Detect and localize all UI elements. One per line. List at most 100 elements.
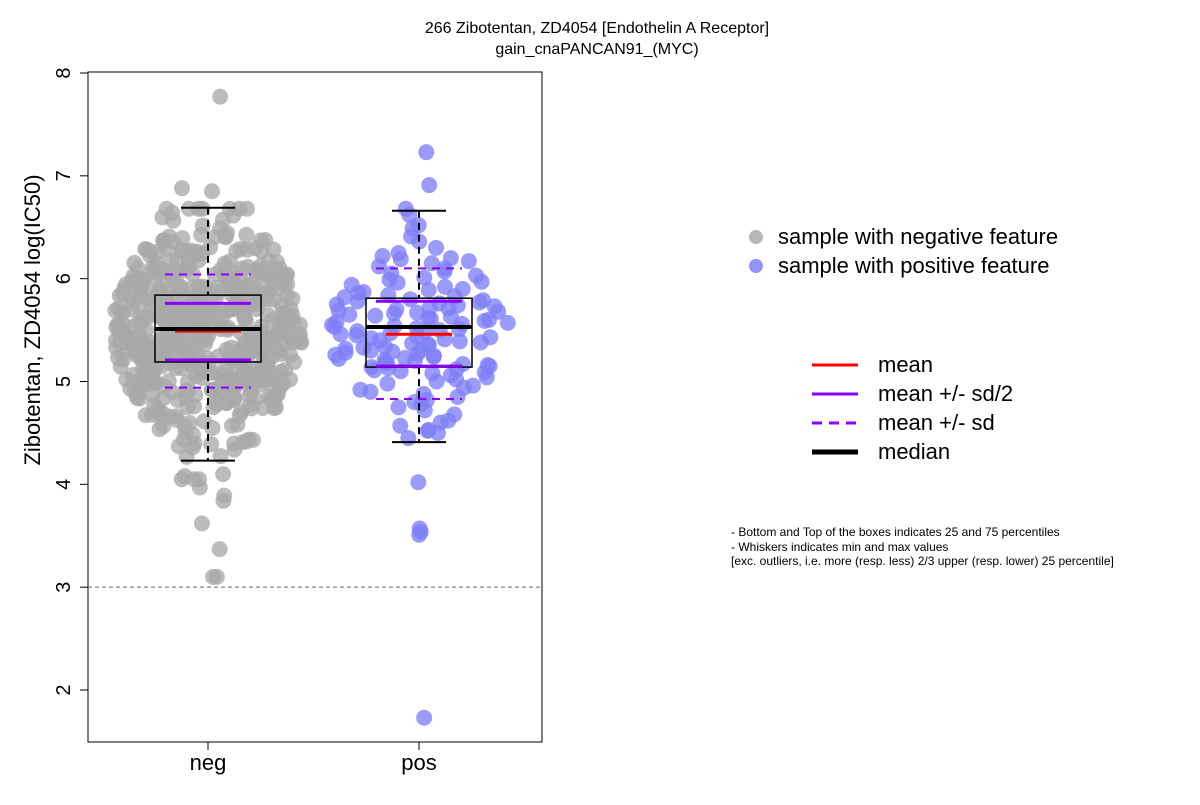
y-axis-label: Zibotentan, ZD4054 log(IC50)	[20, 174, 45, 465]
y-tick-label-3: 3	[53, 582, 75, 593]
pos-point	[370, 258, 387, 275]
legend-point-label: sample with positive feature	[778, 253, 1049, 278]
neg-point	[149, 401, 166, 418]
neg-point	[180, 249, 197, 266]
neg-point	[146, 374, 163, 391]
neg-point	[237, 281, 254, 298]
y-tick-label-5: 5	[53, 376, 75, 387]
y-tick-label-8: 8	[53, 67, 75, 78]
neg-point	[215, 466, 232, 483]
neg-point	[114, 333, 131, 350]
legend-point-swatch	[749, 259, 763, 273]
plot-frame	[87, 71, 543, 743]
y-tick-label-4: 4	[53, 479, 75, 490]
neg-point	[172, 310, 189, 327]
neg-point	[282, 310, 299, 327]
pos-point	[348, 327, 365, 344]
neg-point	[214, 211, 231, 228]
pos-point	[410, 474, 427, 491]
neg-point	[238, 200, 255, 217]
neg-point	[177, 389, 194, 406]
neg-point	[247, 240, 264, 257]
pos-point	[420, 281, 437, 298]
pos-point	[362, 383, 379, 400]
neg-point	[133, 313, 150, 330]
neg-point	[227, 299, 244, 316]
neg-point	[144, 300, 161, 317]
pos-point	[380, 360, 397, 377]
x-tick-label-pos: pos	[401, 750, 436, 775]
legend-line-label: mean +/- sd/2	[878, 381, 1013, 406]
neg-point	[252, 376, 269, 393]
pos-point	[436, 263, 453, 280]
neg-point	[173, 471, 190, 488]
neg-point	[242, 297, 259, 314]
neg-point	[174, 230, 191, 247]
neg-point	[167, 360, 184, 377]
neg-point	[158, 306, 175, 323]
neg-point	[150, 243, 167, 260]
neg-point	[217, 268, 234, 285]
legend-line-label: mean	[878, 352, 933, 377]
pos-point	[362, 342, 379, 359]
note-line-3: [exc. outliers, i.e. more (resp. less) 2…	[731, 554, 1114, 568]
neg-point	[179, 373, 196, 390]
neg-point	[203, 436, 220, 453]
pos-point	[428, 373, 445, 390]
pos-point	[367, 307, 384, 324]
pos-point	[385, 305, 402, 322]
pos-point	[499, 314, 516, 331]
neg-point	[126, 254, 143, 271]
pos-point	[416, 402, 433, 419]
neg-point	[145, 258, 162, 275]
legend-point-swatch	[749, 230, 763, 244]
pos-point	[392, 251, 409, 268]
pos-point	[460, 253, 477, 270]
pos-point	[349, 293, 366, 310]
neg-point	[184, 439, 201, 456]
neg-point	[268, 253, 285, 270]
neg-point	[224, 391, 241, 408]
pos-point	[380, 287, 397, 304]
neg-point	[277, 362, 294, 379]
pos-point	[389, 274, 406, 291]
neg-point	[174, 180, 191, 197]
neg-point	[137, 362, 154, 379]
pos-point	[416, 269, 433, 286]
neg-point	[146, 276, 163, 293]
neg-point	[223, 339, 240, 356]
pos-point	[392, 417, 409, 434]
neg-point	[243, 400, 260, 417]
pos-point	[341, 306, 358, 323]
pos-point	[411, 526, 428, 543]
neg-point	[271, 271, 288, 288]
pos-point	[478, 369, 495, 386]
neg-point	[122, 380, 139, 397]
neg-point	[217, 229, 234, 246]
neg-point	[204, 183, 221, 200]
pos-point	[423, 255, 440, 272]
pos-point	[422, 310, 439, 327]
pos-point	[476, 312, 493, 329]
neg-point	[194, 200, 211, 217]
neg-point	[194, 369, 211, 386]
neg-point	[130, 285, 147, 302]
y-tick-label-6: 6	[53, 273, 75, 284]
neg-point	[270, 325, 287, 342]
neg-point	[154, 209, 171, 226]
note-line-1: - Bottom and Top of the boxes indicates …	[731, 525, 1060, 539]
legend-point-label: sample with negative feature	[778, 224, 1058, 249]
neg-point	[190, 306, 207, 323]
neg-point	[227, 363, 244, 380]
neg-point	[196, 413, 213, 430]
x-tick-label-neg: neg	[190, 750, 227, 775]
pos-point	[425, 348, 442, 365]
neg-point	[190, 471, 207, 488]
pos-point	[421, 177, 438, 194]
pos-point	[402, 291, 419, 308]
neg-point	[215, 492, 232, 509]
neg-point	[172, 280, 189, 297]
neg-point	[137, 407, 154, 424]
